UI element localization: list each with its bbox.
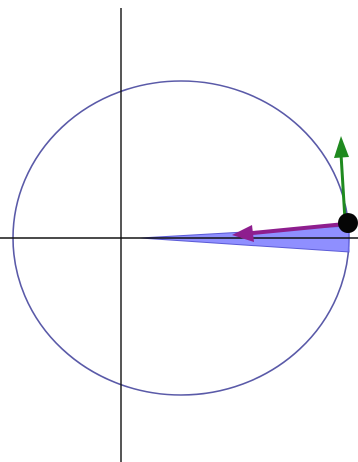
- force-vector-line: [240, 222, 347, 236]
- velocity-vector-arrowhead: [334, 136, 349, 158]
- orbiting-body: [338, 213, 358, 233]
- velocity-vector-line: [339, 152, 347, 222]
- force-vector-arrowhead: [232, 225, 254, 242]
